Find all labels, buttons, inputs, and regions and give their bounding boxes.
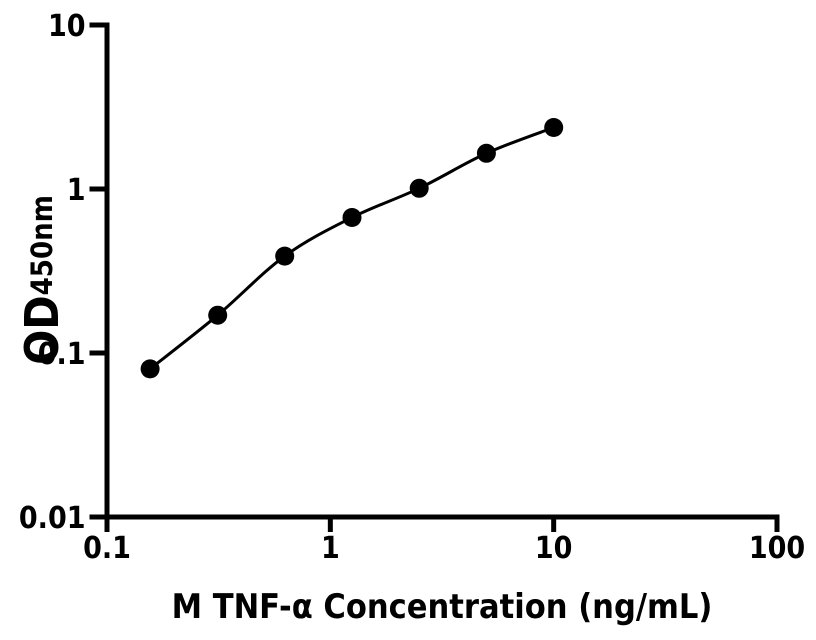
- y-tick-label: 1: [67, 173, 86, 208]
- data-point: [275, 246, 295, 266]
- y-tick-label: 10: [48, 9, 86, 44]
- x-axis-title: M TNF-α Concentration (ng/mL): [172, 587, 713, 627]
- data-point: [476, 143, 496, 163]
- x-tick-label: 1: [321, 531, 340, 566]
- y-axis-title-subscript: 450nm: [25, 195, 59, 295]
- x-tick-label: 10: [535, 531, 573, 566]
- x-tick-label: 100: [749, 531, 805, 566]
- fit-curve-path: [149, 126, 555, 371]
- data-point: [208, 305, 228, 325]
- data-point: [342, 208, 362, 227]
- axes: [89, 22, 780, 532]
- data-point: [544, 118, 564, 137]
- y-tick-label: 0.01: [19, 501, 86, 536]
- data-points: [140, 118, 564, 379]
- y-axis-title-main: OD: [15, 295, 69, 365]
- y-tick-label: 0.1: [38, 337, 86, 372]
- data-point: [409, 178, 429, 198]
- x-tick-label: 0.1: [83, 531, 131, 566]
- fit-curve: [149, 126, 555, 371]
- y-axis-title: OD450nm: [15, 195, 69, 365]
- data-point: [140, 359, 160, 379]
